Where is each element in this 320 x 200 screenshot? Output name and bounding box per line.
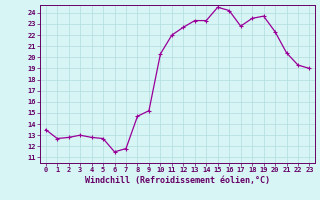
X-axis label: Windchill (Refroidissement éolien,°C): Windchill (Refroidissement éolien,°C) [85, 176, 270, 185]
